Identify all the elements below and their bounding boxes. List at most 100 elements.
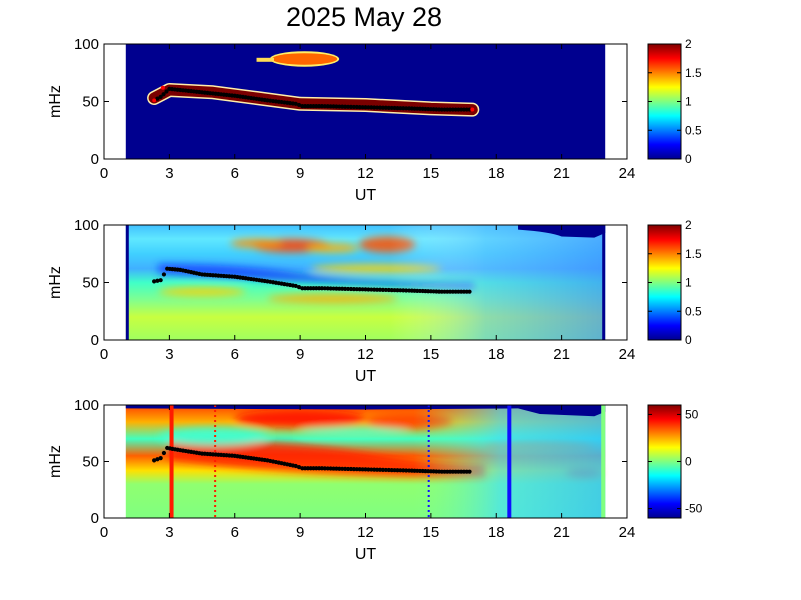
x-tick-label: 9	[296, 346, 304, 363]
peak-marker	[158, 278, 163, 283]
colorbar-gradient	[647, 224, 682, 341]
colorbar-tick-label: 1	[685, 276, 692, 290]
edge-strip	[125, 225, 129, 340]
y-tick-label: 50	[82, 275, 99, 292]
colorbar-tick-label: 1	[685, 95, 692, 109]
y-tick-label: 100	[74, 217, 99, 234]
x-tick-label: 24	[619, 165, 636, 182]
peak-marker	[293, 283, 298, 289]
colorbar-tick-label: 2	[685, 37, 692, 51]
y-tick-label: 50	[82, 94, 99, 111]
no-data-region	[518, 225, 606, 238]
y-tick-label: 100	[74, 36, 99, 53]
x-tick-label: 12	[357, 346, 374, 363]
power-blob	[271, 53, 338, 65]
x-tick-label: 24	[619, 524, 636, 541]
heatmap-image	[125, 44, 606, 159]
peak-marker	[152, 458, 157, 463]
peak-track	[152, 266, 472, 294]
peak-marker	[158, 94, 163, 99]
colorbar-tick-label: 1.5	[685, 66, 702, 80]
y-tick-label: 0	[91, 151, 99, 168]
x-tick-label: 6	[231, 524, 239, 541]
x-tick-label: 6	[231, 165, 239, 182]
peak-marker	[161, 450, 167, 456]
peak-track	[152, 445, 472, 474]
peak-marker	[155, 278, 160, 283]
peak-marker	[155, 96, 160, 101]
x-tick-label: 21	[553, 165, 570, 182]
peak-marker	[161, 92, 166, 97]
x-tick-label: 12	[357, 524, 374, 541]
y-axis-label: mHz	[47, 266, 64, 299]
y-tick-label: 0	[91, 510, 99, 527]
page-title: 2025 May 28	[285, 2, 443, 32]
x-tick-label: 15	[423, 524, 440, 541]
x-tick-label: 9	[296, 165, 304, 182]
y-axis-label: mHz	[47, 85, 64, 118]
x-axis-label: UT	[355, 187, 377, 204]
x-tick-label: 0	[100, 524, 108, 541]
y-tick-label: 50	[82, 454, 99, 471]
colorbar-tick-label: 0.5	[685, 304, 702, 318]
colorbar-tick-label: 2	[685, 218, 692, 232]
x-tick-label: 9	[296, 524, 304, 541]
x-tick-label: 15	[423, 346, 440, 363]
peak-marker	[467, 107, 472, 112]
panel-3: 0 3 6 9 12 15 18 21 24 0 50 100 UT mHz 50 0 -50	[47, 397, 703, 563]
x-tick-label: 15	[423, 165, 440, 182]
peak-marker	[293, 101, 298, 106]
late-fade	[125, 405, 606, 518]
edge-strip	[601, 405, 606, 518]
peak-marker	[152, 279, 157, 284]
peak-marker-red	[152, 98, 157, 103]
heatmap-image	[125, 405, 606, 518]
x-axis-label: UT	[355, 368, 377, 385]
peak-marker	[164, 89, 169, 94]
colorbar-gradient	[647, 43, 682, 160]
x-tick-label: 18	[488, 346, 505, 363]
x-tick-label: 21	[553, 524, 570, 541]
x-tick-label: 21	[553, 346, 570, 363]
panel-2: 0 3 6 9 12 15 18 21 24 0 50 100 UT mHz 0 0.5 1 1.5 2	[47, 217, 702, 385]
x-tick-label: 0	[100, 346, 108, 363]
colorbar: 0 0.5 1 1.5 2	[647, 37, 702, 166]
edge-strip	[602, 225, 606, 340]
colorbar-tick-label: 0	[685, 333, 692, 347]
late-fade	[125, 225, 606, 340]
peak-marker	[158, 456, 163, 461]
x-tick-label: 3	[165, 165, 173, 182]
panel-1: 0 3 6 9 12 15 18 21 24 0 50 100 UT mHz 0 0.5 1 1.5 2	[47, 36, 702, 204]
x-tick-label: 3	[165, 346, 173, 363]
colorbar-tick-label: 0	[685, 152, 692, 166]
peak-marker	[467, 469, 472, 474]
heatmap-image	[125, 225, 606, 340]
colorbar-gradient	[647, 404, 682, 519]
y-tick-label: 100	[74, 397, 99, 414]
peak-track	[152, 85, 475, 112]
x-tick-label: 3	[165, 524, 173, 541]
colorbar: 0 0.5 1 1.5 2	[647, 218, 702, 347]
peak-marker	[293, 463, 298, 469]
peak-marker-red	[470, 107, 475, 112]
y-tick-label: 0	[91, 332, 99, 349]
peak-marker	[296, 102, 302, 108]
colorbar-tick-label: 0.5	[685, 123, 702, 137]
x-axis-label: UT	[355, 546, 377, 563]
x-tick-label: 6	[231, 346, 239, 363]
colorbar-tick-label: 50	[685, 407, 699, 421]
peak-marker	[161, 272, 167, 277]
peak-marker	[296, 465, 302, 470]
x-tick-label: 18	[488, 165, 505, 182]
peak-marker	[155, 457, 160, 462]
x-tick-label: 0	[100, 165, 108, 182]
x-tick-label: 18	[488, 524, 505, 541]
y-axis-label: mHz	[47, 445, 64, 478]
peak-marker	[467, 289, 472, 294]
colorbar-tick-label: 0	[685, 455, 692, 469]
peak-marker-red	[160, 85, 165, 90]
colorbar-tick-label: -50	[685, 502, 703, 516]
x-tick-label: 12	[357, 165, 374, 182]
blob-fragment	[256, 57, 274, 62]
